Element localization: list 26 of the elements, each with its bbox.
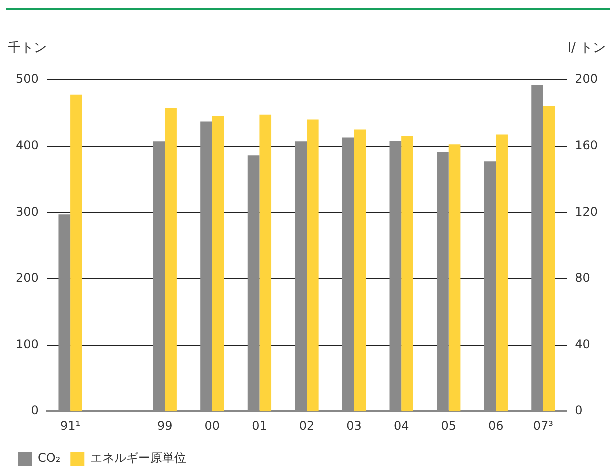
- y2-tick-label: 120: [575, 204, 598, 219]
- y-tick-label: 400: [16, 138, 39, 152]
- y-tick-label: 500: [16, 72, 39, 86]
- x-tick-label: 04: [394, 418, 410, 433]
- x-tick-label: 91¹: [60, 418, 81, 433]
- y2-tick-label: 0: [575, 404, 583, 418]
- y-tick-label: 100: [16, 337, 39, 352]
- x-tick-label: 03: [346, 418, 362, 433]
- x-tick-label: 07³: [533, 418, 554, 433]
- x-tick-label: 02: [299, 418, 315, 433]
- y2-tick-label: 40: [575, 337, 590, 352]
- y-tick-label: 0: [31, 404, 39, 418]
- legend-label: CO₂: [38, 451, 61, 466]
- y2-tick-label: 200: [575, 72, 598, 86]
- y2-axis-title: l/ トン: [568, 41, 606, 56]
- x-tick-label: 99: [157, 418, 173, 433]
- y-axis-title: 千トン: [8, 41, 47, 56]
- y2-tick-label: 80: [575, 271, 590, 286]
- x-tick-label: 06: [488, 418, 504, 433]
- x-tick-label: 01: [252, 418, 268, 433]
- x-tick-label: 05: [441, 418, 457, 433]
- y2-tick-label: 160: [575, 138, 598, 152]
- y-tick-label: 200: [16, 271, 39, 286]
- legend-label: エネルギー原単位: [90, 451, 187, 466]
- y-tick-label: 300: [16, 204, 39, 219]
- x-tick-label: 00: [204, 418, 220, 433]
